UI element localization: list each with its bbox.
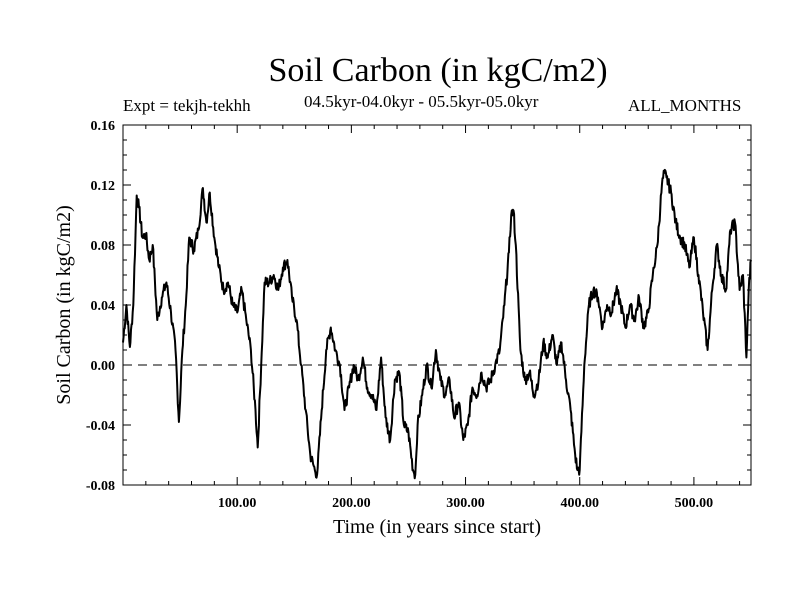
- y-axis-label: Soil Carbon (in kgC/m2): [53, 205, 75, 404]
- months-label: ALL_MONTHS: [628, 96, 742, 115]
- experiment-label: Expt = tekjh-tekhh: [123, 96, 251, 115]
- y-tick-label: -0.08: [86, 479, 115, 494]
- y-tick-label: 0.00: [91, 359, 116, 374]
- x-tick-label: 200.00: [332, 496, 371, 511]
- x-axis: 100.00 200.00 300.00 400.00 500.00: [145, 125, 741, 511]
- x-tick-label: 100.00: [218, 496, 257, 511]
- x-tick-label: 300.00: [446, 496, 485, 511]
- x-tick-label: 500.00: [675, 496, 714, 511]
- plot-frame: [122, 124, 752, 486]
- y-tick-label: -0.04: [86, 419, 115, 434]
- period-label: 04.5kyr-04.0kyr - 05.5kyr-05.0kyr: [304, 92, 539, 111]
- series-line-soil-carbon: [122, 168, 752, 480]
- chart-title: Soil Carbon (in kgC/m2): [268, 52, 608, 89]
- y-axis: -0.08 -0.04 0.00 0.04 0.08 0.12 0.16: [86, 119, 751, 494]
- y-tick-label: 0.08: [91, 239, 116, 254]
- x-axis-label: Time (in years since start): [333, 516, 541, 538]
- x-tick-label: 400.00: [560, 496, 599, 511]
- y-tick-label: 0.04: [91, 299, 116, 314]
- y-tick-label: 0.16: [91, 119, 116, 134]
- y-tick-label: 0.12: [91, 179, 116, 194]
